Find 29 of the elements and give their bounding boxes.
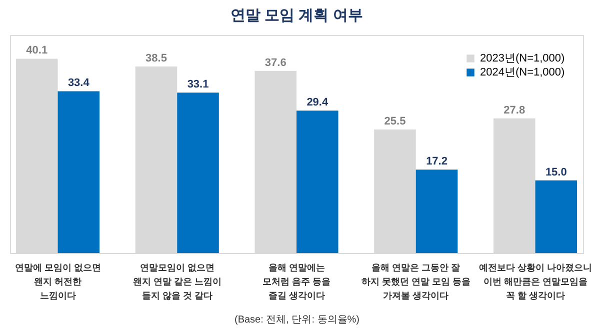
data-label: 25.5	[384, 115, 406, 128]
data-label: 15.0	[545, 166, 567, 178]
data-label: 40.1	[26, 44, 48, 57]
bar	[493, 118, 536, 253]
data-label: 27.8	[504, 104, 526, 116]
bar	[374, 129, 416, 253]
bar	[16, 58, 58, 253]
x-tick-label: 올해 연말에는 모처럼 음주 등을 즐길 생각이다	[262, 262, 331, 300]
data-label: 17.2	[426, 156, 448, 168]
x-tick-label: 연말에 모임이 없으면 왠지 허전한 느낌이다	[14, 262, 101, 300]
data-label: 33.4	[68, 77, 90, 90]
text: (Base: 전체, 단위: 동의율%)	[234, 314, 360, 326]
data-label: 37.6	[264, 56, 286, 69]
x-tick-label: 올해 연말은 그동안 잘 하지 못했던 연말 모임 등을 가져볼 생각이다	[361, 262, 470, 300]
bar	[416, 170, 458, 253]
x-tick-label: 연말모임이 없으면 왠지 연말 같은 느낌이 들지 않을 것 같다	[132, 262, 222, 300]
bar	[58, 91, 100, 253]
data-label: 33.1	[187, 78, 209, 91]
data-label: 38.5	[146, 52, 167, 64]
bar	[135, 66, 178, 253]
legend-label: 2024년(N=1,000)	[480, 66, 565, 78]
data-label: 29.4	[306, 96, 329, 109]
bar	[254, 70, 296, 253]
bar	[535, 180, 578, 253]
bar	[296, 110, 338, 253]
chart-title: 연말 모임 계획 여부	[230, 7, 363, 24]
x-tick-label: 예전보다 상황이 나아졌으니 이번 해만큼은 연말모임을 꼭 할 생각이다	[478, 262, 592, 300]
bar	[177, 92, 219, 253]
legend-label: 2023년(N=1,000)	[480, 52, 565, 64]
